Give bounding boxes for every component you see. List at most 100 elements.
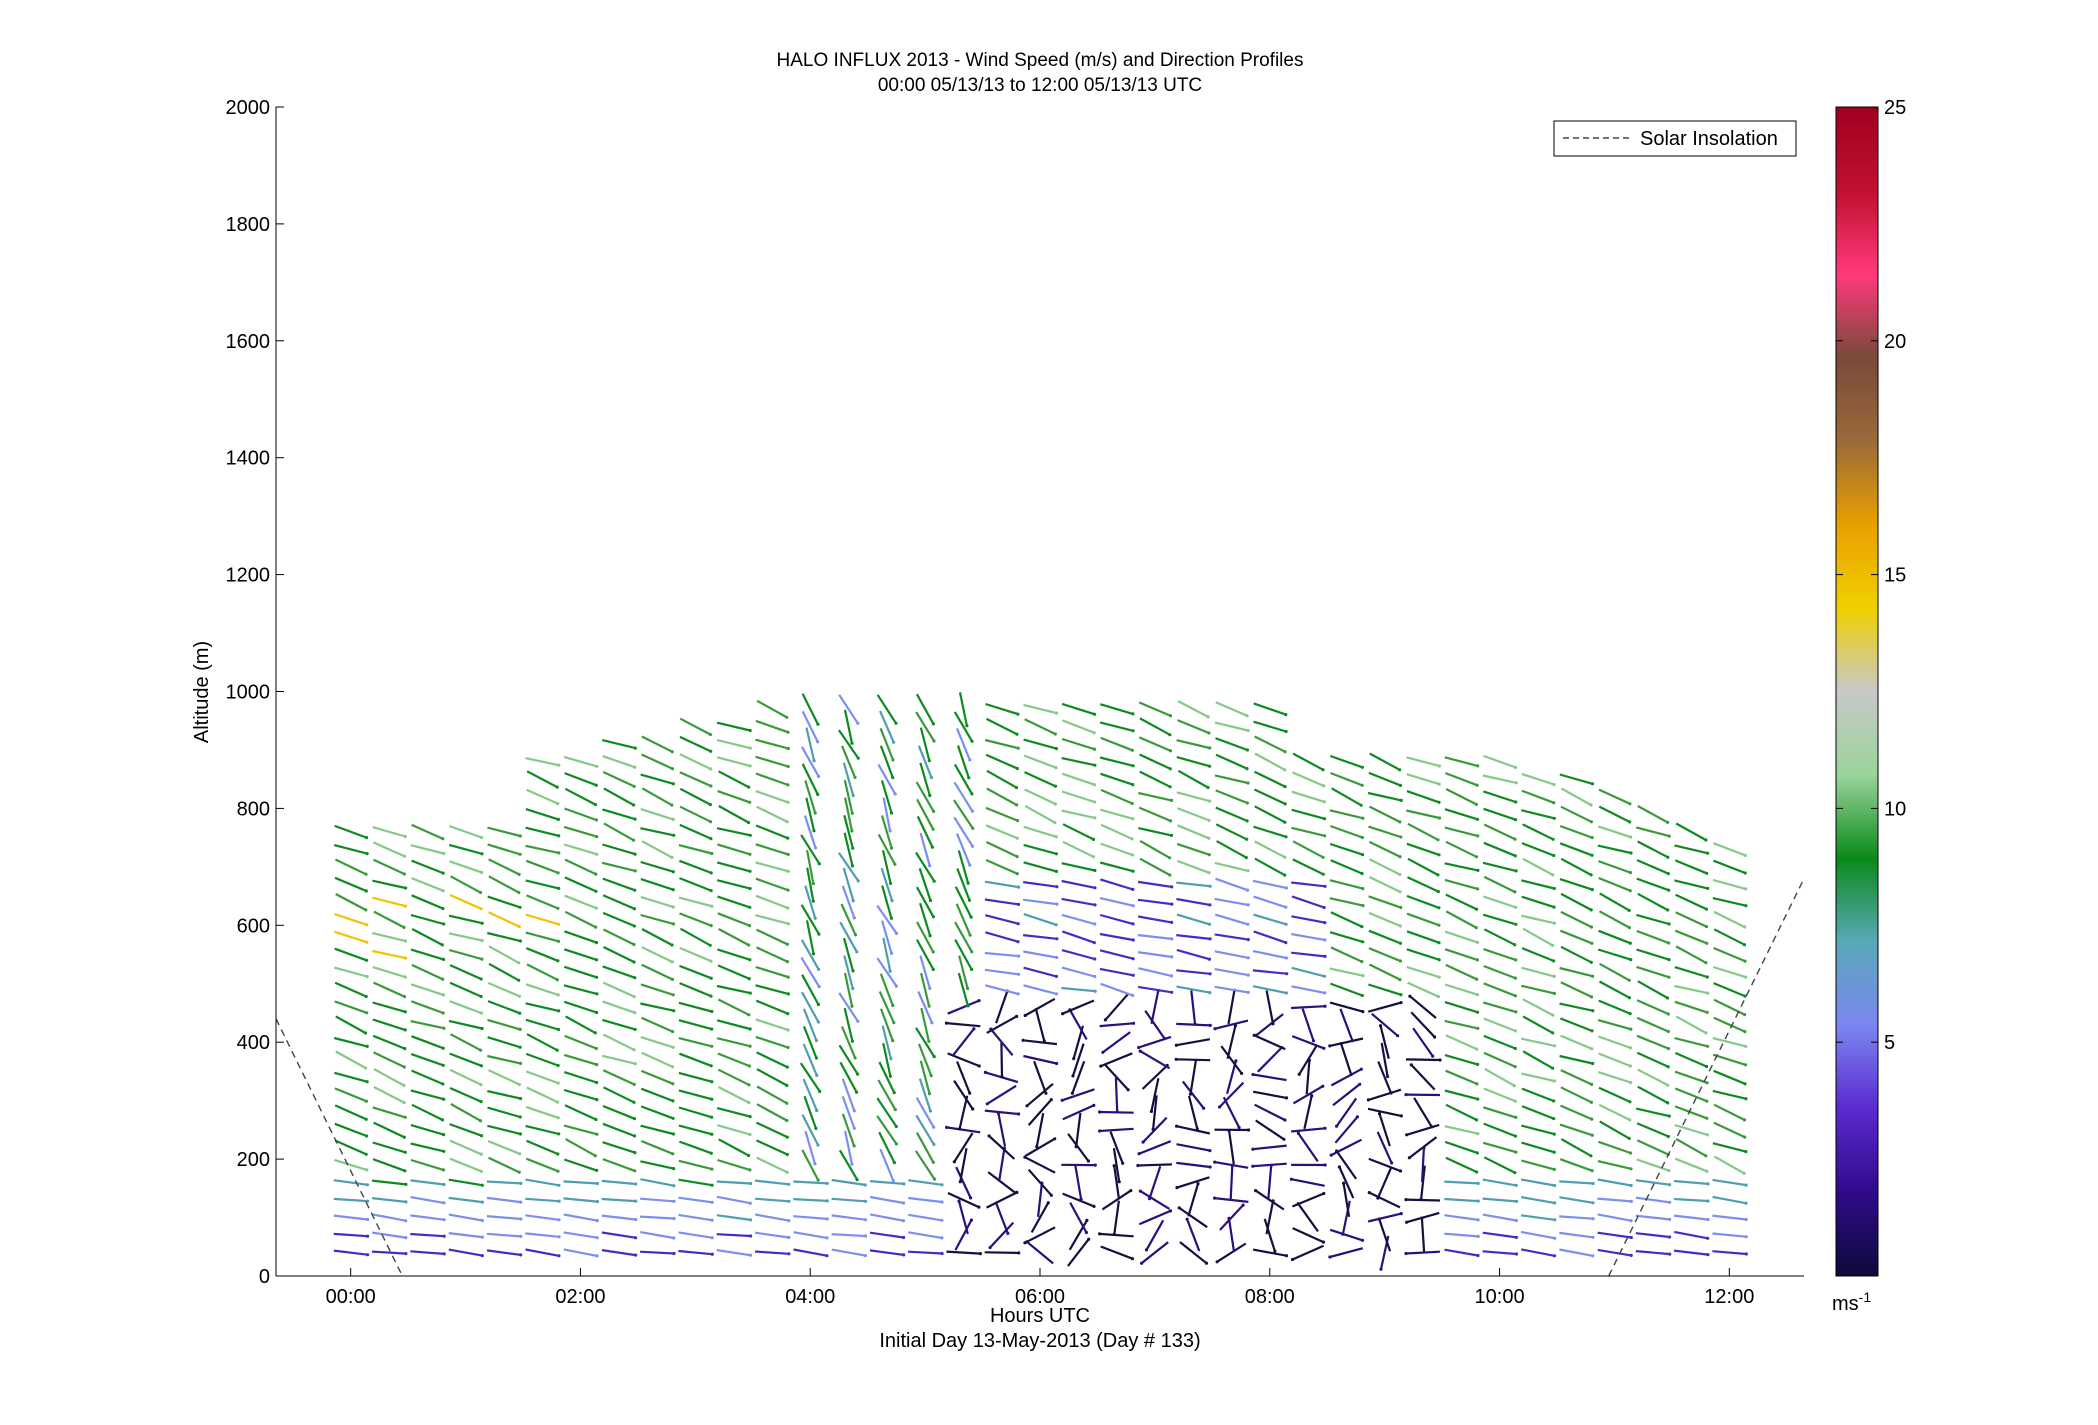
wind-barb-tip <box>1706 886 1710 891</box>
wind-barb <box>1520 1196 1555 1204</box>
wind-barb <box>1330 1068 1362 1087</box>
wind-barb <box>1291 790 1325 803</box>
wind-barb <box>1253 788 1286 805</box>
wind-barb-tip <box>672 1216 676 1221</box>
wind-barb <box>1712 1037 1747 1048</box>
wind-barb <box>1226 1060 1237 1094</box>
wind-barb-tip <box>817 967 821 971</box>
wind-barb <box>487 826 521 838</box>
wind-barb <box>881 850 892 884</box>
wind-barb <box>487 895 521 909</box>
wind-barb-tip <box>1246 903 1250 907</box>
wind-barb-tip <box>1131 783 1135 787</box>
wind-barb-tip <box>816 740 820 744</box>
wind-barb <box>372 966 406 979</box>
wind-barb-tip <box>894 931 899 936</box>
wind-barb <box>411 963 444 981</box>
wind-barb <box>1024 804 1056 824</box>
wind-barb <box>1216 1242 1247 1263</box>
wind-barb <box>488 1069 520 1086</box>
wind-barb <box>679 823 712 840</box>
wind-barb <box>1024 1226 1056 1244</box>
wind-barb-tip <box>1014 786 1019 790</box>
wind-barb <box>486 1249 521 1256</box>
wind-barb-tip <box>1323 1163 1327 1167</box>
wind-barb <box>804 1130 816 1165</box>
wind-barb-tip <box>1744 1183 1748 1187</box>
wind-barb <box>716 739 751 750</box>
wind-barb-tip <box>1589 873 1593 877</box>
wind-barb-tip <box>595 1010 599 1015</box>
wind-barb <box>1023 861 1057 873</box>
wind-barb <box>799 1062 821 1093</box>
wind-barb-tip <box>748 1253 753 1257</box>
wind-barb <box>917 745 933 778</box>
wind-barb-tip <box>672 1251 676 1256</box>
wind-barb <box>716 756 751 767</box>
wind-barb-tip <box>1430 1125 1434 1129</box>
wind-barb-tip <box>747 1083 751 1087</box>
wind-barb-tip <box>1360 1238 1365 1242</box>
wind-barb <box>877 763 897 795</box>
wind-barb-tip <box>928 1109 933 1113</box>
wind-barb <box>1338 1166 1355 1199</box>
wind-barb <box>1150 990 1160 1025</box>
wind-barb-tip <box>863 1199 868 1203</box>
wind-barb-tip <box>1552 801 1556 805</box>
wind-barb <box>917 1043 933 1076</box>
wind-barb <box>1254 805 1286 824</box>
wind-barb <box>526 894 559 910</box>
wind-barb <box>802 1043 818 1076</box>
wind-barb <box>1035 1112 1045 1147</box>
wind-barb <box>602 894 635 910</box>
wind-barb <box>1482 1001 1517 1013</box>
wind-barb-tip <box>479 1100 483 1104</box>
wind-barb <box>1635 1214 1670 1221</box>
wind-barb <box>954 1219 973 1251</box>
solar-insolation-line <box>1608 878 1804 1276</box>
wind-barb <box>1599 962 1630 982</box>
wind-barb <box>1636 1158 1670 1172</box>
wind-barb-tip <box>1399 1212 1403 1216</box>
wind-barb <box>1597 1178 1632 1187</box>
wind-barb-tip <box>970 792 974 796</box>
wind-barb <box>955 1166 972 1199</box>
wind-barb <box>1483 790 1517 804</box>
wind-barb-tip <box>1015 732 1019 736</box>
wind-barb-tip <box>1342 1181 1346 1185</box>
wind-barb <box>1176 739 1210 750</box>
wind-barb <box>717 895 751 909</box>
wind-barb-tip <box>1552 816 1556 820</box>
wind-barb <box>1712 1053 1746 1066</box>
wind-barb-tip <box>927 759 931 763</box>
wind-barb-tip <box>1475 1010 1480 1014</box>
wind-barb-tip <box>813 916 817 920</box>
wind-barb <box>879 973 894 1006</box>
wind-barb-tip <box>932 739 936 743</box>
wind-barb-tip <box>1323 991 1327 995</box>
wind-barb <box>1445 772 1478 787</box>
wind-barb-tip <box>850 741 854 745</box>
wind-barb <box>563 1000 597 1014</box>
wind-barb <box>601 1249 636 1257</box>
wind-barb-tip <box>1271 1022 1275 1026</box>
wind-barb-tip <box>1513 976 1517 980</box>
wind-barb-tip <box>1628 1100 1632 1104</box>
wind-barb <box>1252 969 1287 975</box>
wind-barb <box>488 911 520 928</box>
wind-barb-tip <box>888 969 892 973</box>
wind-barb-tip <box>632 960 636 964</box>
wind-barb <box>994 1201 1009 1234</box>
wind-barb <box>869 1195 904 1205</box>
wind-barb <box>1559 1215 1594 1220</box>
wind-barb <box>641 787 673 807</box>
wind-barb-tip <box>1245 837 1249 841</box>
wind-barb <box>372 1106 406 1119</box>
wind-barb-tip <box>786 922 791 926</box>
x-axis-label: Hours UTC <box>990 1305 1090 1327</box>
wind-barb-tip <box>631 838 636 842</box>
wind-barb <box>487 931 521 943</box>
wind-barb <box>1068 1009 1088 1041</box>
wind-barb <box>564 930 597 944</box>
